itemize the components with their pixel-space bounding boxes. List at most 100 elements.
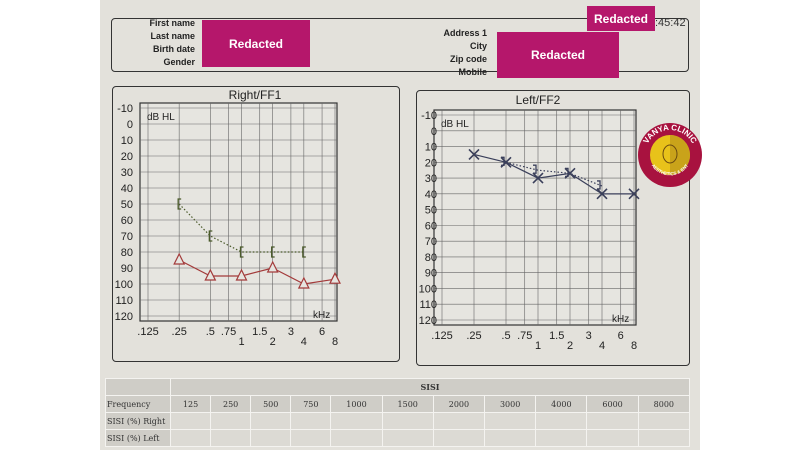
series-line bbox=[178, 259, 336, 285]
y-tick-label: -10 bbox=[421, 110, 437, 122]
sisi-cell[interactable] bbox=[586, 412, 639, 430]
x-marker bbox=[596, 188, 608, 200]
sisi-cell[interactable] bbox=[250, 429, 292, 447]
y-tick-label: 80 bbox=[121, 247, 133, 259]
y-tick-label: 90 bbox=[425, 268, 437, 280]
sisi-cell[interactable] bbox=[586, 429, 639, 447]
sisi-frequency: 8000 bbox=[637, 395, 691, 413]
bracket-marker bbox=[597, 180, 601, 190]
bracket-marker bbox=[208, 230, 213, 242]
x-tick-label: 6 bbox=[319, 326, 325, 338]
sisi-cell[interactable] bbox=[210, 429, 252, 447]
sisi-cell[interactable] bbox=[484, 429, 537, 447]
bracket-marker bbox=[271, 246, 275, 258]
sisi-cell[interactable] bbox=[290, 412, 332, 430]
sisi-cell[interactable] bbox=[432, 412, 486, 430]
y-tick-label: 70 bbox=[425, 236, 437, 248]
triangle-marker bbox=[235, 268, 248, 281]
sisi-cell[interactable] bbox=[637, 429, 691, 447]
x-marker bbox=[532, 172, 544, 184]
sisi-table: SISI Frequency 125 250 500 750 1000 1500 2000 30… bbox=[105, 378, 691, 447]
triangle-marker bbox=[266, 260, 279, 273]
triangle-marker bbox=[173, 252, 186, 265]
x-axis-label: kHz bbox=[612, 314, 629, 325]
x-tick-label: 6 bbox=[618, 330, 624, 342]
chart-title: Left/FF2 bbox=[516, 93, 561, 107]
x-tick-label: 4 bbox=[599, 340, 605, 352]
x-tick-label: .5 bbox=[501, 330, 510, 342]
x-tick-label: .75 bbox=[221, 326, 236, 338]
y-axis-label: dB HL bbox=[441, 119, 469, 130]
x-tick-label: 2 bbox=[567, 340, 573, 352]
y-tick-label: 40 bbox=[425, 189, 437, 201]
y-tick-label: 10 bbox=[425, 142, 437, 154]
clinic-logo: VANYA CLINIC AESTHETICS & ENT bbox=[637, 122, 703, 188]
sisi-frequency: 250 bbox=[210, 395, 252, 413]
bracket-marker bbox=[533, 164, 537, 174]
sisi-frequency: 1500 bbox=[381, 395, 434, 413]
x-tick-label: .5 bbox=[206, 326, 215, 338]
sisi-frequency: 4000 bbox=[535, 395, 588, 413]
y-tick-label: 100 bbox=[115, 279, 133, 291]
sisi-frequency: 2000 bbox=[432, 395, 486, 413]
x-tick-label: 1 bbox=[535, 340, 541, 352]
sisi-title: SISI bbox=[170, 378, 690, 396]
x-tick-label: .25 bbox=[466, 330, 481, 342]
bracket-marker bbox=[501, 156, 505, 166]
sisi-cell[interactable] bbox=[250, 412, 292, 430]
sisi-frequency: 1000 bbox=[330, 395, 383, 413]
x-tick-label: 8 bbox=[332, 336, 338, 348]
y-tick-label: 100 bbox=[419, 283, 437, 295]
sisi-cell[interactable] bbox=[169, 412, 212, 430]
y-tick-label: 50 bbox=[425, 205, 437, 217]
plot-area bbox=[433, 109, 637, 326]
y-tick-label: 70 bbox=[121, 231, 133, 243]
sisi-right-label: SISI (%) Right bbox=[105, 412, 171, 430]
series-line bbox=[505, 161, 603, 187]
sisi-cell[interactable] bbox=[381, 429, 434, 447]
sisi-cell[interactable] bbox=[484, 412, 537, 430]
sisi-cell[interactable] bbox=[290, 429, 332, 447]
triangle-marker bbox=[204, 268, 217, 281]
address-label: Address 1 bbox=[443, 28, 487, 38]
x-tick-label: 4 bbox=[301, 336, 307, 348]
y-tick-label: 30 bbox=[425, 173, 437, 185]
y-tick-label: 110 bbox=[419, 299, 437, 311]
x-tick-label: 1 bbox=[238, 336, 244, 348]
x-tick-label: 2 bbox=[270, 336, 276, 348]
y-tick-label: 90 bbox=[121, 263, 133, 275]
sisi-cell[interactable] bbox=[210, 412, 252, 430]
time-stamp: :45:42 bbox=[655, 17, 686, 29]
sisi-cell[interactable] bbox=[330, 412, 383, 430]
sisi-cell[interactable] bbox=[637, 412, 691, 430]
x-tick-label: .125 bbox=[137, 326, 158, 338]
sisi-cell[interactable] bbox=[535, 429, 588, 447]
sisi-cell[interactable] bbox=[381, 412, 434, 430]
sisi-frequency: 750 bbox=[290, 395, 332, 413]
x-tick-label: 1.5 bbox=[549, 330, 564, 342]
sisi-cell[interactable] bbox=[535, 412, 588, 430]
x-tick-label: 3 bbox=[586, 330, 592, 342]
series-line bbox=[473, 153, 634, 195]
sisi-cell[interactable] bbox=[169, 429, 212, 447]
sisi-frequency: 6000 bbox=[586, 395, 639, 413]
redacted-address: Redacted bbox=[497, 32, 619, 78]
y-tick-label: 0 bbox=[431, 126, 437, 138]
frequency-header: Frequency bbox=[105, 395, 171, 413]
sisi-cell[interactable] bbox=[432, 429, 486, 447]
triangle-marker bbox=[329, 271, 341, 284]
chart-title: Right/FF1 bbox=[229, 88, 282, 102]
redacted-date: Redacted bbox=[587, 6, 655, 31]
y-tick-label: 60 bbox=[121, 215, 133, 227]
last-name-label: Last name bbox=[150, 31, 195, 41]
zip-code-label: Zip code bbox=[449, 54, 487, 64]
x-tick-label: 8 bbox=[631, 340, 637, 352]
birth-date-label: Birth date bbox=[152, 44, 195, 54]
x-tick-label: 3 bbox=[288, 326, 294, 338]
city-label: City bbox=[469, 41, 487, 51]
bracket-marker bbox=[239, 246, 244, 258]
sisi-cell[interactable] bbox=[330, 429, 383, 447]
sisi-left-label: SISI (%) Left bbox=[105, 429, 171, 447]
patient-info-box bbox=[111, 18, 689, 72]
